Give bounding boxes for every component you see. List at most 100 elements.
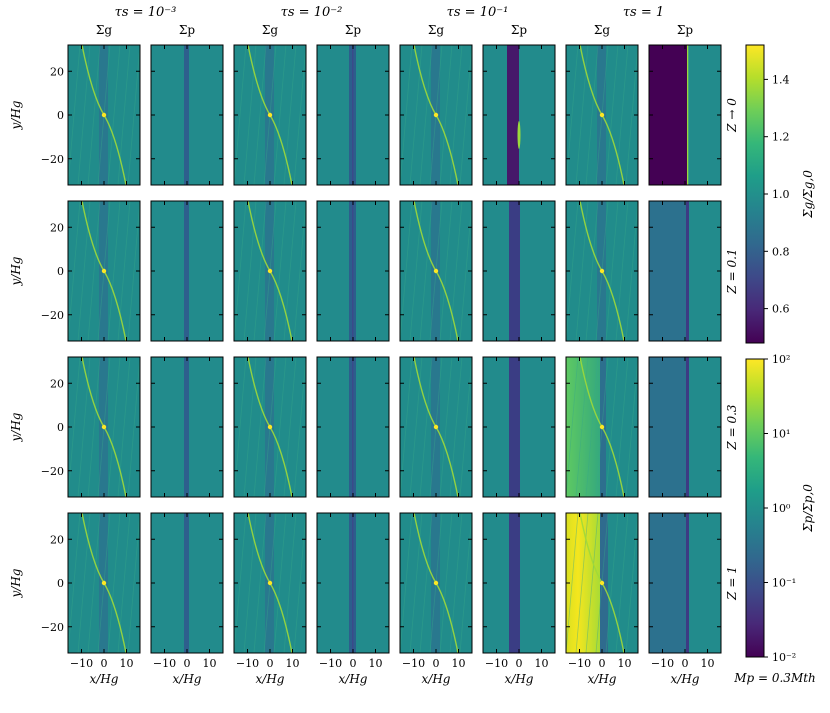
y-axis-label: y/Hg bbox=[9, 412, 23, 442]
panel-r0-c3 bbox=[316, 44, 390, 186]
panel-image bbox=[317, 201, 389, 341]
panel-r2-c5 bbox=[482, 356, 556, 498]
panel-header: Σp bbox=[511, 23, 527, 37]
colorbar-tick-label: 1.2 bbox=[772, 131, 790, 144]
panel-r3-c7: −10 0 10 bbox=[648, 512, 722, 670]
panel-r3-c1: −10 0 10 bbox=[150, 512, 224, 670]
colorbar-label: Σp/Σp,0 bbox=[801, 484, 815, 533]
panel-r2-c1 bbox=[150, 356, 224, 498]
y-tick-label: 0 bbox=[57, 109, 64, 122]
x-tick-label: 10 bbox=[369, 657, 383, 670]
x-tick-label: 0 bbox=[184, 657, 191, 670]
x-tick-label: −10 bbox=[402, 657, 425, 670]
panel-image bbox=[68, 201, 140, 341]
panel-r3-c2: −10 0 10 bbox=[233, 512, 307, 670]
x-axis-label: x/Hg bbox=[588, 672, 617, 686]
panel-header: Σg bbox=[428, 23, 444, 37]
row-label: Z = 1 bbox=[725, 566, 739, 601]
tau-header: τs = 10⁻² bbox=[281, 5, 343, 20]
panel-image bbox=[317, 513, 389, 653]
colorbar-tick-label: 1.0 bbox=[772, 188, 790, 201]
x-tick-label: −10 bbox=[568, 657, 591, 670]
panel-grid: 20 0 −20 20 0 −20 20 0 −20 −10 0 10 20 0 −20 −10 0 10 −10 0… bbox=[41, 44, 722, 670]
panel-header: Σp bbox=[179, 23, 195, 37]
x-axis-label: x/Hg bbox=[173, 672, 202, 686]
panel-image bbox=[566, 513, 638, 653]
panel-image bbox=[400, 513, 472, 653]
x-tick-label: 0 bbox=[599, 657, 606, 670]
panel-header: Σg bbox=[96, 23, 112, 37]
row-label: Z = 0.1 bbox=[725, 248, 739, 294]
x-tick-label: 10 bbox=[452, 657, 466, 670]
panel-image bbox=[234, 513, 306, 653]
panel-image bbox=[483, 513, 555, 653]
panel-image bbox=[483, 201, 555, 341]
x-tick-label: 10 bbox=[618, 657, 632, 670]
panel-r1-c4 bbox=[399, 200, 473, 342]
colorbar-tick-label: 10¹ bbox=[772, 428, 790, 441]
mass-annotation: Mp = 0.3Mth bbox=[733, 671, 816, 685]
panel-r0-c1 bbox=[150, 44, 224, 186]
panel-r1-c5 bbox=[482, 200, 556, 342]
panel-image bbox=[566, 201, 638, 341]
panel-r2-c2 bbox=[233, 356, 307, 498]
colorbar-tick-label: 10⁻² bbox=[772, 651, 796, 664]
panel-r1-c1 bbox=[150, 200, 224, 342]
x-tick-label: 0 bbox=[516, 657, 523, 670]
panel-image bbox=[649, 201, 721, 341]
panel-header: Σp bbox=[677, 23, 693, 37]
colorbar-0: 1.4 1.2 1.0 0.8 0.6 Σg/Σg,0 bbox=[745, 44, 815, 344]
x-axis-label: x/Hg bbox=[339, 672, 368, 686]
x-tick-label: 0 bbox=[350, 657, 357, 670]
x-tick-label: −10 bbox=[153, 657, 176, 670]
tau-header: τs = 1 bbox=[623, 5, 664, 20]
panel-r3-c6: −10 0 10 bbox=[565, 512, 639, 670]
y-tick-label: 0 bbox=[57, 265, 64, 278]
panel-r1-c3 bbox=[316, 200, 390, 342]
panel-image bbox=[151, 357, 223, 497]
panel-image bbox=[151, 201, 223, 341]
panel-r2-c7 bbox=[648, 356, 722, 498]
panel-r0-c2 bbox=[233, 44, 307, 186]
y-tick-label: −20 bbox=[41, 309, 64, 322]
colorbar-tick-label: 1.4 bbox=[772, 73, 790, 86]
x-tick-label: 0 bbox=[682, 657, 689, 670]
panel-image bbox=[566, 357, 638, 497]
y-tick-label: 0 bbox=[57, 577, 64, 590]
panel-image bbox=[649, 45, 721, 185]
y-axis-label: y/Hg bbox=[9, 100, 23, 130]
panel-r1-c6 bbox=[565, 200, 639, 342]
x-tick-label: −10 bbox=[651, 657, 674, 670]
panel-image bbox=[483, 357, 555, 497]
y-axis-label: y/Hg bbox=[9, 568, 23, 598]
tau-header: τs = 10⁻¹ bbox=[447, 5, 509, 20]
panel-r2-c4 bbox=[399, 356, 473, 498]
panel-header: Σp bbox=[345, 23, 361, 37]
panel-image bbox=[483, 45, 555, 185]
colorbars: 1.4 1.2 1.0 0.8 0.6 Σg/Σg,0 10² 10¹ 10⁰ 10⁻¹ 10⁻² Σ… bbox=[745, 44, 815, 664]
x-tick-label: 10 bbox=[120, 657, 134, 670]
colorbar-label: Σg/Σg,0 bbox=[801, 170, 815, 219]
panel-r0-c5 bbox=[482, 44, 556, 186]
panel-r3-c4: −10 0 10 bbox=[399, 512, 473, 670]
x-tick-label: −10 bbox=[236, 657, 259, 670]
panel-r0-c7 bbox=[648, 44, 722, 186]
panel-image bbox=[234, 45, 306, 185]
tau-header: τs = 10⁻³ bbox=[115, 5, 177, 20]
panel-image bbox=[400, 357, 472, 497]
x-tick-label: 0 bbox=[101, 657, 108, 670]
colorbar-tick-label: 0.6 bbox=[772, 303, 790, 316]
panel-r3-c5: −10 0 10 bbox=[482, 512, 556, 670]
panel-image bbox=[68, 513, 140, 653]
x-tick-label: −10 bbox=[485, 657, 508, 670]
panel-image bbox=[151, 513, 223, 653]
colorbar-tick-label: 0.8 bbox=[772, 245, 790, 258]
panel-r2-c3 bbox=[316, 356, 390, 498]
panel-r2-c0: 20 0 −20 bbox=[41, 356, 141, 498]
panel-r2-c6 bbox=[565, 356, 639, 498]
x-tick-label: 0 bbox=[433, 657, 440, 670]
panel-image bbox=[400, 45, 472, 185]
panel-image bbox=[400, 201, 472, 341]
x-axis-label: x/Hg bbox=[90, 672, 119, 686]
